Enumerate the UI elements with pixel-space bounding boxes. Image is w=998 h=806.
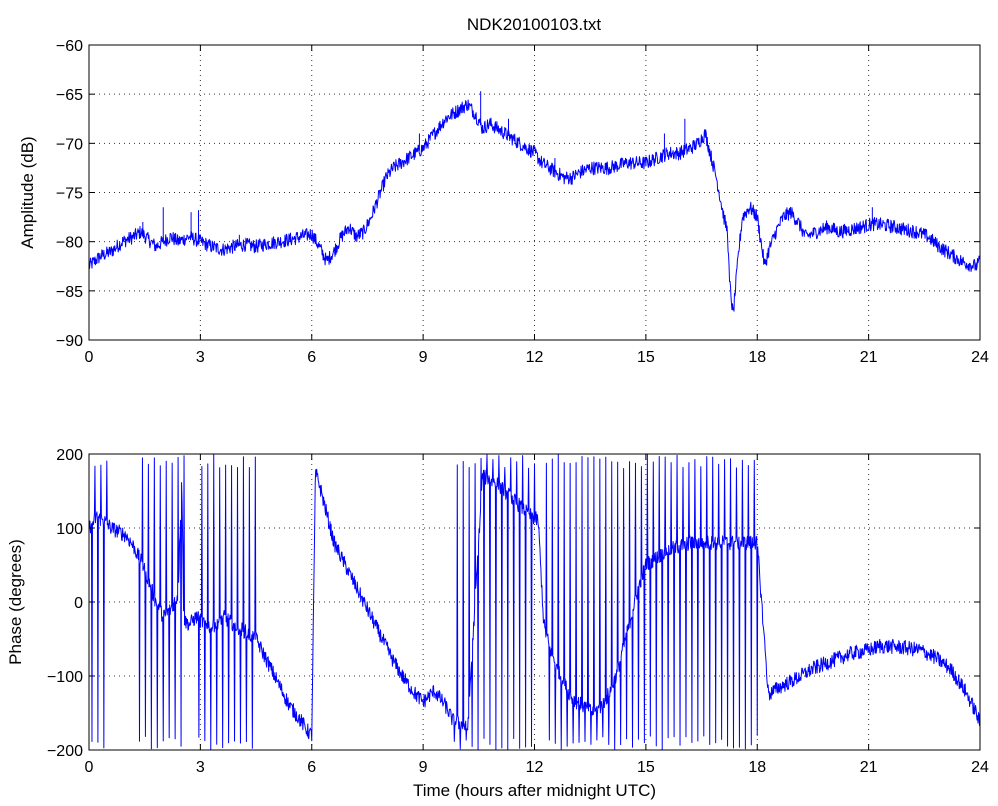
phase-x-tick-label: 15 — [637, 759, 655, 776]
phase-x-tick-label: 18 — [748, 759, 766, 776]
phase-grid — [89, 454, 980, 750]
amplitude-x-tick-label: 9 — [419, 349, 428, 366]
amplitude-y-axis-label: Amplitude (dB) — [18, 136, 37, 248]
amplitude-y-tick-label: −85 — [56, 284, 83, 301]
amplitude-x-tick-label: 6 — [307, 349, 316, 366]
amplitude-grid — [89, 45, 980, 340]
phase-x-tick-label: 9 — [419, 759, 428, 776]
phase-y-axis-label: Phase (degrees) — [6, 539, 25, 665]
amplitude-series — [88, 91, 981, 312]
amplitude-y-tick-label: −60 — [56, 38, 83, 55]
phase-x-tick-label: 3 — [196, 759, 205, 776]
amplitude-x-tick-label: 18 — [748, 349, 766, 366]
amplitude-x-tick-label: 12 — [526, 349, 544, 366]
figure-title: NDK20100103.txt — [467, 15, 601, 34]
amplitude-series-line-0 — [88, 99, 981, 312]
amplitude-x-tick-label: 3 — [196, 349, 205, 366]
phase-series-line-0 — [88, 453, 981, 751]
amplitude-y-tick-label: −90 — [56, 333, 83, 350]
amplitude-ticks: 0 3 6 9 12 15 18 21 24 −90 −85 −80 −75 −70 −65 −60 — [56, 38, 989, 366]
amplitude-y-tick-label: −75 — [56, 186, 83, 203]
phase-ticks: 0 3 6 9 12 15 18 21 24 −200 −100 0 100 200 — [47, 447, 989, 776]
phase-y-tick-label: 0 — [74, 595, 83, 612]
amplitude-y-tick-label: −65 — [56, 87, 83, 104]
phase-y-tick-label: −200 — [47, 743, 83, 760]
amplitude-y-tick-label: −70 — [56, 136, 83, 153]
amplitude-y-tick-label: −80 — [56, 235, 83, 252]
phase-x-tick-label: 21 — [860, 759, 878, 776]
amplitude-x-tick-label: 15 — [637, 349, 655, 366]
phase-y-tick-label: −100 — [47, 669, 83, 686]
phase-x-tick-label: 12 — [526, 759, 544, 776]
amplitude-x-tick-label: 21 — [860, 349, 878, 366]
phase-x-tick-label: 24 — [971, 759, 989, 776]
amplitude-x-tick-label: 24 — [971, 349, 989, 366]
phase-y-tick-label: 100 — [56, 521, 83, 538]
phase-series — [88, 453, 981, 751]
phase-y-tick-label: 200 — [56, 447, 83, 464]
phase-x-tick-label: 6 — [307, 759, 316, 776]
phase-x-tick-label: 0 — [85, 759, 94, 776]
time-x-axis-label: Time (hours after midnight UTC) — [413, 781, 656, 800]
phase-panel: 0 3 6 9 12 15 18 21 24 −200 −100 0 100 200 Phase (deg… — [6, 447, 989, 800]
amplitude-x-tick-label: 0 — [85, 349, 94, 366]
amplitude-panel: 0 3 6 9 12 15 18 21 24 −90 −85 −80 −75 −70 −65 −60 Ampl… — [18, 38, 989, 366]
